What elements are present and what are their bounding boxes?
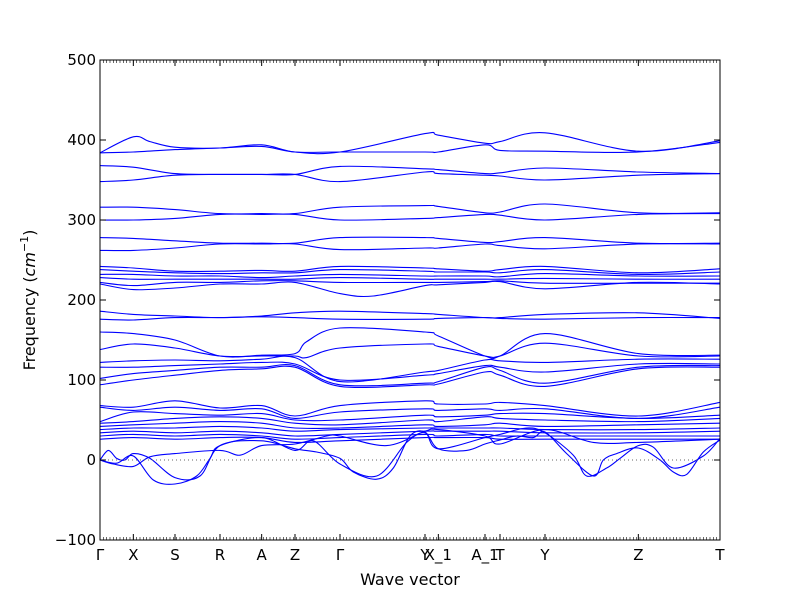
band-line-7: [99, 236, 721, 245]
y-tick-label: 100: [67, 371, 96, 389]
y-axis-label-exponent: −1: [18, 236, 31, 252]
band-line-20: [99, 361, 721, 381]
y-tick-label: 300: [67, 211, 96, 229]
band-line-26: [99, 416, 721, 426]
band-line-31: [99, 436, 720, 444]
x-tick-label: X: [128, 546, 138, 564]
band-line-14: [99, 280, 721, 298]
band-line-2: [99, 141, 721, 154]
x-tick-label: Y: [419, 546, 430, 564]
y-axis-label-close: ): [20, 230, 39, 236]
band-line-25: [99, 411, 721, 423]
band-line-8: [99, 243, 721, 252]
x-tick-label: Z: [290, 546, 300, 564]
y-tick-label: 500: [67, 51, 96, 69]
band-line-33: [99, 427, 721, 485]
y-tick-label: 400: [67, 131, 96, 149]
band-line-12: [99, 277, 721, 280]
y-axis: −100 0 100 200 300 400 500: [55, 51, 720, 549]
x-tick-label: X_1: [425, 546, 452, 565]
y-tick-label: 0: [86, 451, 96, 469]
band-line-18: [99, 342, 721, 359]
y-tick-label: 200: [67, 291, 96, 309]
band-line-4: [99, 171, 721, 183]
band-line-5: [99, 203, 721, 215]
band-line-23: [99, 400, 721, 417]
x-tick-label: R: [215, 546, 225, 564]
band-line-34: [99, 428, 721, 468]
x-tick-label: A: [257, 546, 268, 564]
band-line-13: [99, 280, 720, 287]
y-axis-label-main: Frequency (: [20, 276, 39, 370]
band-line-32: [99, 430, 721, 481]
x-tick-label: Γ: [96, 546, 105, 564]
band-line-17: [99, 327, 721, 360]
band-line-10: [99, 269, 721, 275]
x-tick-label: T: [494, 546, 505, 564]
x-tick-label: Y: [539, 546, 550, 564]
y-axis-label-unit: cm: [20, 252, 39, 276]
band-line-16: [99, 316, 721, 321]
band-line-3: [99, 165, 721, 176]
x-tick-label: S: [170, 546, 180, 564]
x-tick-label: Z: [633, 546, 643, 564]
x-axis: Γ X S R A Z Γ YX_1 A_1T Y Z T: [96, 60, 725, 565]
band-line-1: [99, 131, 721, 155]
x-tick-label: T: [714, 546, 725, 564]
band-line-21: [99, 364, 721, 387]
series-layer: [99, 131, 721, 485]
band-line-22: [99, 365, 721, 388]
band-line-15: [99, 310, 721, 319]
band-line-27: [99, 421, 721, 430]
band-line-11: [99, 273, 721, 279]
band-line-6: [99, 213, 721, 221]
band-line-19: [99, 355, 721, 383]
x-axis-label: Wave vector: [360, 570, 460, 589]
y-tick-label: −100: [55, 531, 96, 549]
band-line-30: [99, 433, 720, 440]
x-tick-label: Γ: [336, 546, 345, 564]
band-line-9: [99, 265, 721, 274]
band-line-24: [99, 406, 721, 419]
x-tick-label: A_1: [471, 546, 498, 565]
y-axis-label: Frequency (cm−1): [18, 230, 39, 371]
band-line-29: [99, 430, 721, 437]
